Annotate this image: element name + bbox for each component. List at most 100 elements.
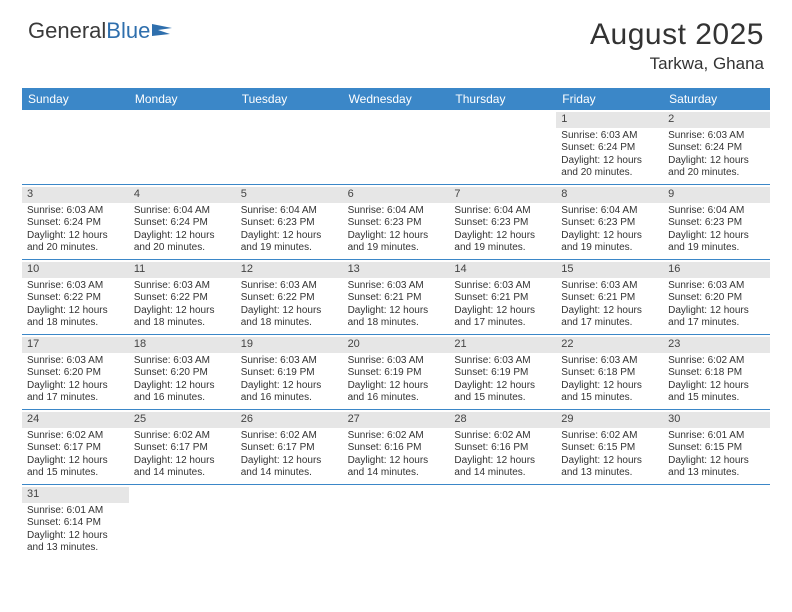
day-cell: 6 Sunrise: 6:04 AMSunset: 6:23 PMDaylight… <box>343 185 450 259</box>
sunset-text: Sunset: 6:21 PM <box>561 292 658 305</box>
sunset-text: Sunset: 6:15 PM <box>561 442 658 455</box>
daylight-text: Daylight: 12 hours and 17 minutes. <box>561 305 658 330</box>
sunrise-text: Sunrise: 6:03 AM <box>348 355 445 368</box>
day-number: 28 <box>449 412 556 428</box>
day-number: 22 <box>556 337 663 353</box>
day-cell: 24Sunrise: 6:02 AMSunset: 6:17 PMDayligh… <box>22 410 129 484</box>
day-number: 8 <box>556 187 663 203</box>
day-number: 6 <box>343 187 450 203</box>
daylight-text: Daylight: 12 hours and 19 minutes. <box>348 230 445 255</box>
sunrise-text: Sunrise: 6:04 AM <box>348 205 445 218</box>
sunrise-text: Sunrise: 6:01 AM <box>668 430 765 443</box>
day-number <box>343 487 450 503</box>
sunset-text: Sunset: 6:19 PM <box>241 367 338 380</box>
sunset-text: Sunset: 6:17 PM <box>134 442 231 455</box>
day-cell: 20Sunrise: 6:03 AMSunset: 6:19 PMDayligh… <box>343 335 450 409</box>
day-number <box>449 487 556 503</box>
daylight-text: Daylight: 12 hours and 15 minutes. <box>454 380 551 405</box>
day-cell: 22Sunrise: 6:03 AMSunset: 6:18 PMDayligh… <box>556 335 663 409</box>
flag-icon <box>152 18 174 44</box>
day-cell: 15Sunrise: 6:03 AMSunset: 6:21 PMDayligh… <box>556 260 663 334</box>
sunrise-text: Sunrise: 6:02 AM <box>668 355 765 368</box>
day-number: 18 <box>129 337 236 353</box>
sunrise-text: Sunrise: 6:03 AM <box>27 280 124 293</box>
sunrise-text: Sunrise: 6:03 AM <box>561 355 658 368</box>
day-number: 7 <box>449 187 556 203</box>
sunset-text: Sunset: 6:24 PM <box>668 142 765 155</box>
month-title: August 2025 <box>590 18 764 52</box>
sunset-text: Sunset: 6:20 PM <box>668 292 765 305</box>
daylight-text: Daylight: 12 hours and 20 minutes. <box>668 155 765 180</box>
day-number: 4 <box>129 187 236 203</box>
day-number <box>129 112 236 128</box>
sunrise-text: Sunrise: 6:04 AM <box>241 205 338 218</box>
daylight-text: Daylight: 12 hours and 18 minutes. <box>134 305 231 330</box>
daylight-text: Daylight: 12 hours and 20 minutes. <box>561 155 658 180</box>
day-cell <box>663 485 770 559</box>
daylight-text: Daylight: 12 hours and 15 minutes. <box>561 380 658 405</box>
day-number: 16 <box>663 262 770 278</box>
sunset-text: Sunset: 6:15 PM <box>668 442 765 455</box>
sunrise-text: Sunrise: 6:04 AM <box>561 205 658 218</box>
sunrise-text: Sunrise: 6:03 AM <box>668 280 765 293</box>
daylight-text: Daylight: 12 hours and 13 minutes. <box>668 455 765 480</box>
sunset-text: Sunset: 6:20 PM <box>27 367 124 380</box>
day-cell <box>449 485 556 559</box>
day-cell <box>556 485 663 559</box>
day-cell: 4Sunrise: 6:04 AMSunset: 6:24 PMDaylight… <box>129 185 236 259</box>
day-cell <box>343 485 450 559</box>
sunrise-text: Sunrise: 6:03 AM <box>241 355 338 368</box>
sunset-text: Sunset: 6:17 PM <box>27 442 124 455</box>
sunset-text: Sunset: 6:22 PM <box>241 292 338 305</box>
day-number: 12 <box>236 262 343 278</box>
day-number: 10 <box>22 262 129 278</box>
day-number <box>556 487 663 503</box>
day-cell: 17Sunrise: 6:03 AMSunset: 6:20 PMDayligh… <box>22 335 129 409</box>
day-number: 1 <box>556 112 663 128</box>
day-cell <box>236 110 343 184</box>
daylight-text: Daylight: 12 hours and 13 minutes. <box>27 530 124 555</box>
day-number: 3 <box>22 187 129 203</box>
sunrise-text: Sunrise: 6:02 AM <box>348 430 445 443</box>
day-cell: 18Sunrise: 6:03 AMSunset: 6:20 PMDayligh… <box>129 335 236 409</box>
logo-text-part1: General <box>28 18 106 44</box>
sunset-text: Sunset: 6:23 PM <box>668 217 765 230</box>
day-cell: 7Sunrise: 6:04 AMSunset: 6:23 PMDaylight… <box>449 185 556 259</box>
day-cell: 16Sunrise: 6:03 AMSunset: 6:20 PMDayligh… <box>663 260 770 334</box>
sunset-text: Sunset: 6:21 PM <box>348 292 445 305</box>
sunrise-text: Sunrise: 6:01 AM <box>27 505 124 518</box>
daylight-text: Daylight: 12 hours and 14 minutes. <box>348 455 445 480</box>
sunset-text: Sunset: 6:23 PM <box>241 217 338 230</box>
sunset-text: Sunset: 6:22 PM <box>27 292 124 305</box>
dow-cell: Wednesday <box>343 88 450 110</box>
sunrise-text: Sunrise: 6:02 AM <box>241 430 338 443</box>
sunset-text: Sunset: 6:23 PM <box>561 217 658 230</box>
sunset-text: Sunset: 6:19 PM <box>348 367 445 380</box>
logo-text-part2: Blue <box>106 18 150 44</box>
daylight-text: Daylight: 12 hours and 15 minutes. <box>27 455 124 480</box>
day-cell <box>129 485 236 559</box>
day-cell: 27Sunrise: 6:02 AMSunset: 6:16 PMDayligh… <box>343 410 450 484</box>
sunset-text: Sunset: 6:22 PM <box>134 292 231 305</box>
daylight-text: Daylight: 12 hours and 14 minutes. <box>454 455 551 480</box>
sunrise-text: Sunrise: 6:03 AM <box>134 280 231 293</box>
day-number: 29 <box>556 412 663 428</box>
day-number: 20 <box>343 337 450 353</box>
calendar: SundayMondayTuesdayWednesdayThursdayFrid… <box>22 88 770 559</box>
sunset-text: Sunset: 6:23 PM <box>348 217 445 230</box>
header: GeneralBlue August 2025 Tarkwa, Ghana <box>0 0 792 82</box>
daylight-text: Daylight: 12 hours and 14 minutes. <box>134 455 231 480</box>
dow-cell: Tuesday <box>236 88 343 110</box>
day-of-week-header: SundayMondayTuesdayWednesdayThursdayFrid… <box>22 88 770 110</box>
day-number: 14 <box>449 262 556 278</box>
day-number <box>236 487 343 503</box>
day-cell: 11Sunrise: 6:03 AMSunset: 6:22 PMDayligh… <box>129 260 236 334</box>
daylight-text: Daylight: 12 hours and 18 minutes. <box>241 305 338 330</box>
sunrise-text: Sunrise: 6:03 AM <box>454 280 551 293</box>
day-number: 2 <box>663 112 770 128</box>
day-cell: 21Sunrise: 6:03 AMSunset: 6:19 PMDayligh… <box>449 335 556 409</box>
sunrise-text: Sunrise: 6:02 AM <box>454 430 551 443</box>
sunset-text: Sunset: 6:20 PM <box>134 367 231 380</box>
daylight-text: Daylight: 12 hours and 19 minutes. <box>454 230 551 255</box>
daylight-text: Daylight: 12 hours and 20 minutes. <box>134 230 231 255</box>
